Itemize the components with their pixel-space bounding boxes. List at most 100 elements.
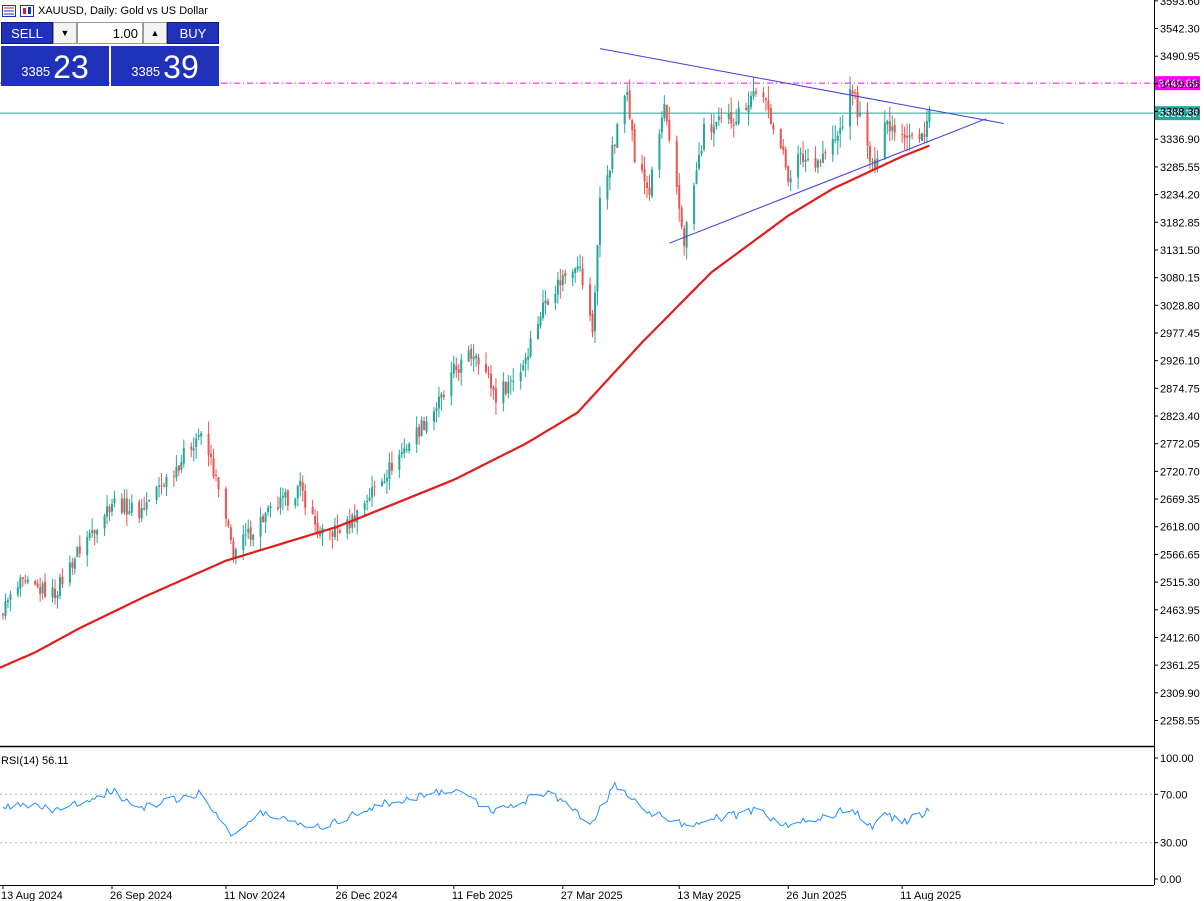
candle[interactable]	[457, 363, 460, 382]
candle[interactable]	[452, 355, 455, 378]
candle[interactable]	[316, 511, 319, 539]
candle[interactable]	[554, 285, 557, 310]
candle[interactable]	[750, 91, 753, 110]
candle[interactable]	[489, 364, 492, 397]
candle[interactable]	[91, 518, 94, 538]
candle[interactable]	[212, 448, 215, 480]
candle[interactable]	[544, 289, 547, 316]
candle[interactable]	[648, 174, 651, 201]
candle[interactable]	[472, 344, 475, 372]
candle[interactable]	[524, 352, 527, 377]
candle[interactable]	[680, 205, 683, 230]
candle[interactable]	[6, 597, 9, 608]
candle[interactable]	[849, 76, 852, 140]
candle[interactable]	[799, 147, 802, 165]
candle[interactable]	[856, 85, 859, 127]
candle[interactable]	[113, 490, 116, 508]
candle[interactable]	[546, 298, 549, 306]
candle[interactable]	[821, 140, 824, 164]
candle[interactable]	[631, 118, 634, 142]
candle[interactable]	[814, 146, 817, 173]
candle[interactable]	[96, 528, 99, 543]
candle[interactable]	[215, 469, 218, 482]
candle[interactable]	[88, 529, 91, 541]
candle[interactable]	[623, 94, 626, 134]
candle[interactable]	[911, 131, 914, 140]
candle[interactable]	[633, 123, 636, 164]
candle[interactable]	[172, 470, 175, 488]
candle[interactable]	[720, 107, 723, 123]
candle[interactable]	[296, 484, 299, 507]
buy-button[interactable]: BUY	[167, 22, 219, 44]
candle[interactable]	[561, 269, 564, 292]
chart-list-icon[interactable]	[2, 5, 16, 17]
candle[interactable]	[769, 104, 772, 125]
candle[interactable]	[356, 509, 359, 535]
candle[interactable]	[923, 122, 926, 143]
candle[interactable]	[908, 123, 911, 151]
candle[interactable]	[920, 132, 923, 142]
candle[interactable]	[660, 111, 663, 139]
candle[interactable]	[44, 573, 47, 599]
candle[interactable]	[616, 122, 619, 149]
candle[interactable]	[301, 475, 304, 502]
candle[interactable]	[86, 530, 89, 567]
candle[interactable]	[4, 593, 7, 620]
candle[interactable]	[450, 361, 453, 406]
candle[interactable]	[338, 528, 341, 534]
candle[interactable]	[143, 496, 146, 511]
candle[interactable]	[841, 115, 844, 131]
candle[interactable]	[432, 406, 435, 431]
candle[interactable]	[408, 441, 411, 454]
candle[interactable]	[155, 485, 158, 505]
candle[interactable]	[249, 520, 252, 547]
candle[interactable]	[507, 374, 510, 399]
candle[interactable]	[836, 130, 839, 156]
candle[interactable]	[224, 486, 227, 527]
candle[interactable]	[494, 378, 497, 415]
candle[interactable]	[103, 513, 106, 536]
candle[interactable]	[182, 439, 185, 468]
candle[interactable]	[745, 102, 748, 111]
candle[interactable]	[366, 494, 369, 511]
candle[interactable]	[333, 517, 336, 540]
price-pane[interactable]: 3440.89 3385.26	[0, 48, 1200, 674]
candle[interactable]	[589, 277, 592, 322]
candle[interactable]	[804, 149, 807, 172]
candle[interactable]	[854, 89, 857, 100]
candle[interactable]	[779, 128, 782, 150]
candle[interactable]	[207, 421, 210, 467]
candle[interactable]	[353, 504, 356, 528]
candle[interactable]	[108, 504, 111, 521]
candle[interactable]	[693, 182, 696, 231]
candle[interactable]	[442, 390, 445, 401]
candle[interactable]	[797, 145, 800, 190]
candle[interactable]	[611, 136, 614, 174]
candle[interactable]	[24, 574, 27, 585]
candle[interactable]	[512, 368, 515, 392]
candle[interactable]	[504, 381, 507, 396]
candle[interactable]	[16, 581, 19, 598]
candle[interactable]	[643, 156, 646, 194]
candle[interactable]	[36, 579, 39, 589]
candle[interactable]	[61, 568, 64, 589]
candle[interactable]	[398, 449, 401, 478]
candle[interactable]	[197, 428, 200, 441]
candle[interactable]	[314, 509, 317, 533]
candle[interactable]	[502, 372, 505, 412]
candle[interactable]	[304, 483, 307, 516]
candle[interactable]	[613, 143, 616, 154]
candle[interactable]	[851, 84, 854, 106]
candle[interactable]	[130, 494, 133, 517]
candle[interactable]	[646, 175, 649, 198]
candle[interactable]	[893, 118, 896, 141]
candle[interactable]	[784, 146, 787, 170]
candle[interactable]	[608, 169, 611, 190]
candle[interactable]	[21, 576, 24, 587]
candle[interactable]	[717, 107, 720, 126]
candle[interactable]	[678, 172, 681, 222]
candle[interactable]	[200, 430, 203, 445]
candle[interactable]	[286, 489, 289, 511]
candle[interactable]	[294, 497, 297, 509]
candle[interactable]	[68, 555, 71, 587]
